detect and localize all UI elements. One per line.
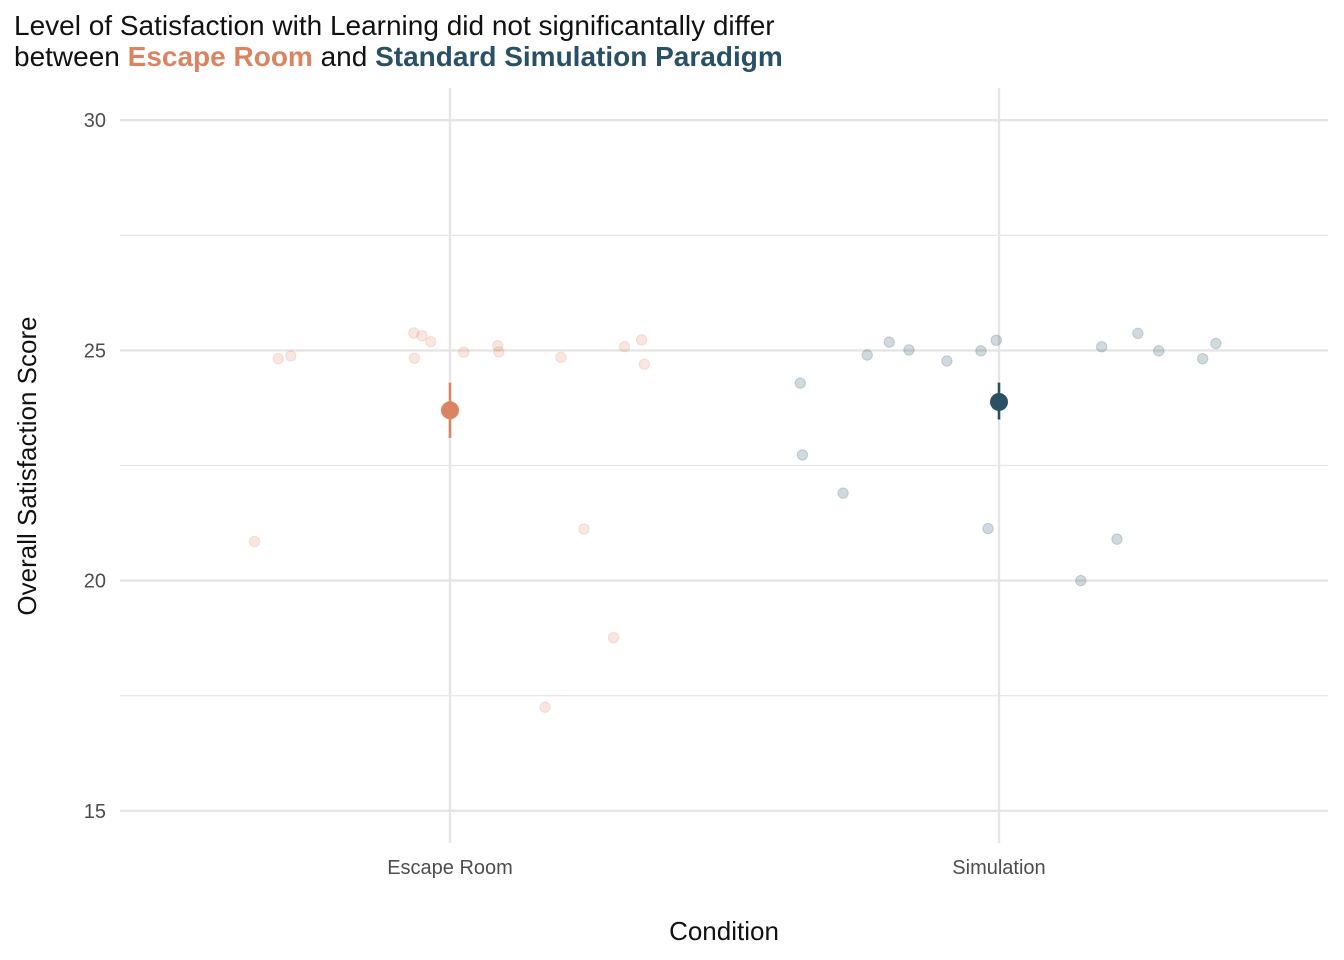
data-point [638,358,651,370]
data-point [1095,341,1108,353]
y-tick-label-25: 25 [84,340,106,362]
data-point [425,335,437,348]
data-point [990,334,1002,346]
data-point [607,631,620,644]
data-point [539,701,551,713]
data-point [1075,574,1087,587]
data-point [248,535,261,548]
title-line-1: Level of Satisfaction with Learning did … [14,10,775,41]
tick-labels: 15 20 25 30 Escape Room Simulation [84,110,1046,879]
title-highlight-escape-room: Escape Room [127,41,313,72]
data-point [837,487,849,499]
data-point [796,449,809,461]
title-middle: and [312,41,376,72]
data-point [272,352,284,365]
data-point [555,351,567,364]
title-prefix: between [14,41,128,72]
data-point [1132,327,1144,340]
data-point [861,349,873,361]
data-point [982,522,994,535]
mean-point-1 [990,392,1008,411]
chart-title: Level of Satisfaction with Learning did … [14,10,783,72]
data-point [903,344,915,356]
data-point [578,523,590,535]
x-axis-title: Condition [669,916,779,946]
data-point [975,345,987,357]
data-point [408,327,420,339]
grid-lines [120,88,1328,843]
data-point [794,377,806,389]
data-point [458,346,470,358]
data-point [492,340,504,352]
data-point [941,355,953,367]
data-point [416,329,428,342]
data-point [1210,337,1222,350]
data-points [248,327,1222,713]
data-point [1196,352,1209,365]
x-tick-label-0: Escape Room [387,857,513,879]
title-line-2: between Escape Room and Standard Simulat… [14,41,783,72]
y-tick-label-15: 15 [84,801,106,823]
data-point [493,346,505,358]
data-point [635,334,648,346]
y-tick-label-30: 30 [84,110,106,132]
data-point [285,350,297,362]
data-point [618,341,631,353]
data-point [408,352,421,364]
title-highlight-simulation: Standard Simulation Paradigm [375,41,783,72]
y-axis-title: Overall Satisfaction Score [12,316,42,615]
data-point [1111,533,1123,545]
mean-point-0 [441,401,459,420]
mean-markers [441,382,1008,438]
x-tick-label-1: Simulation [952,857,1045,879]
data-point [1153,345,1165,357]
data-point [883,336,895,348]
y-tick-label-20: 20 [84,571,106,593]
